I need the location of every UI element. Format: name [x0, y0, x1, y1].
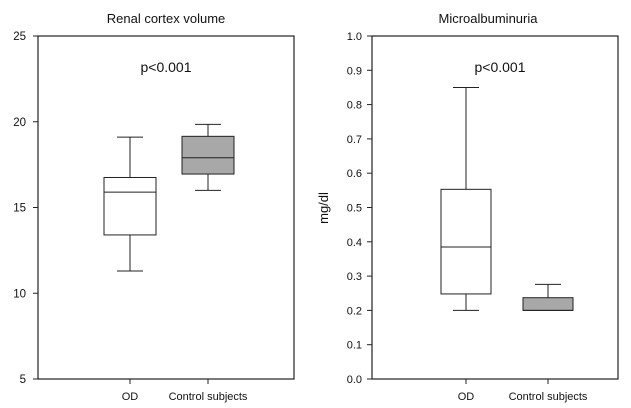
y-tick-label: 1.0	[347, 31, 362, 43]
y-axis: 5 10 15 20 25	[13, 31, 38, 386]
y-tick-label: 10	[13, 288, 26, 300]
y-tick-label: 0.2	[347, 305, 362, 317]
boxes	[440, 86, 574, 311]
y-tick-label: 20	[13, 117, 26, 129]
x-axis: OD Control subjects	[458, 379, 588, 403]
iqr-box	[440, 188, 492, 295]
y-axis: 0.0 0.1 0.2 0.3 0.4 0.5 0.6 0.7 0.8 0.9 1.0	[347, 31, 372, 386]
x-tick-label: OD	[122, 391, 139, 403]
p-value-annotation: p<0.001	[475, 59, 526, 75]
y-axis-label: mg/dl	[316, 192, 331, 224]
y-tick-label: 0.4	[347, 237, 362, 249]
x-axis: OD Control subjects	[122, 379, 248, 403]
y-tick-label: 0.1	[347, 340, 362, 352]
chart-title: Microalbuminuria	[439, 11, 539, 26]
y-tick-label: 25	[13, 31, 26, 43]
chart-renal-cortex-volume: Renal cortex volume p<0.001 5 10 15 20 25 OD…	[13, 11, 295, 403]
y-tick-label: 0.8	[347, 100, 362, 112]
y-tick-label: 0.7	[347, 134, 362, 146]
iqr-box	[522, 297, 574, 311]
boxes	[103, 123, 235, 272]
box-control-subjects	[181, 123, 235, 191]
y-tick-label: 0.6	[347, 168, 362, 180]
x-tick-label: Control subjects	[169, 391, 248, 403]
iqr-box	[181, 135, 235, 175]
p-value-annotation: p<0.001	[141, 59, 192, 75]
y-tick-label: 5	[20, 374, 26, 386]
box-control-subjects	[522, 283, 574, 311]
y-tick-label: 0.9	[347, 65, 362, 77]
chart-microalbuminuria: Microalbuminuria p<0.001 mg/dl 0.0 0.1 0.2…	[316, 11, 619, 403]
x-tick-label: Control subjects	[509, 391, 588, 403]
y-tick-label: 0.0	[347, 374, 362, 386]
plot-frame	[37, 35, 295, 380]
x-tick-label: OD	[458, 391, 475, 403]
y-tick-label: 0.3	[347, 271, 362, 283]
chart-title: Renal cortex volume	[107, 11, 226, 26]
y-tick-label: 15	[13, 203, 26, 215]
box-od	[103, 136, 157, 272]
plot-frame	[371, 35, 619, 380]
iqr-box	[103, 176, 157, 236]
y-tick-label: 0.5	[347, 203, 362, 215]
box-od	[440, 86, 492, 311]
